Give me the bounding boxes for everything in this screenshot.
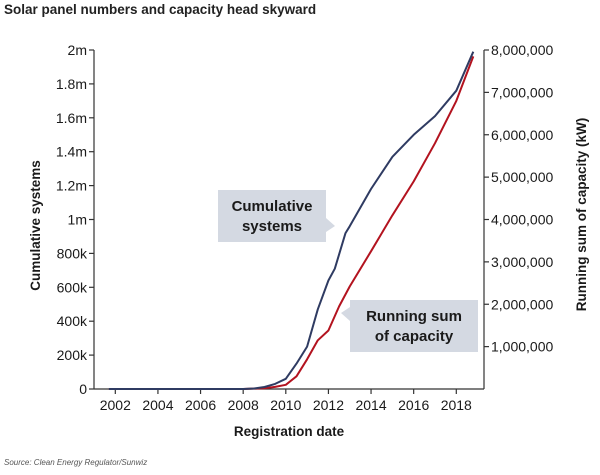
x-tick-label: 2004: [142, 397, 173, 413]
callout-cumulative-systems-text: systems: [242, 218, 302, 235]
y-left-tick-label: 1.2m: [56, 178, 87, 194]
x-tick-label: 2016: [398, 397, 429, 413]
y-right-tick-label: 7,000,000: [491, 84, 553, 100]
x-tick-label: 2010: [270, 397, 301, 413]
y-left-tick-label: 800k: [57, 245, 88, 261]
y-right-tick-label: 8,000,000: [491, 42, 553, 58]
chart-title: Solar panel numbers and capacity head sk…: [4, 2, 317, 17]
y-right-tick-label: 2,000,000: [491, 296, 553, 312]
callout-cumulative-systems-text: Cumulative: [232, 198, 313, 215]
x-tick-label: 2012: [313, 397, 344, 413]
y-right-tick-label: 5,000,000: [491, 169, 553, 185]
series-line-cumulative-systems: [108, 51, 475, 390]
y-left-tick-label: 1m: [68, 212, 87, 228]
x-tick-label: 2014: [355, 397, 386, 413]
callout-running-sum-capacity-text: Running sum: [366, 308, 462, 325]
chart-axes: 0 200k 400k 600k 800k 1m 1.2m 1.4m 1.6m 1.8m 2m 1,0…: [56, 42, 554, 413]
x-tick-label: 2018: [441, 397, 472, 413]
source-note: Source: Clean Energy Regulator/Sunwiz: [4, 458, 148, 467]
y-axis-right-title: Running sum of capacity (kW): [574, 118, 589, 312]
y-right-tick-label: 1,000,000: [491, 339, 553, 355]
callout-running-sum-capacity-text: of capacity: [375, 328, 454, 345]
callout-cumulative-systems-box: [218, 190, 335, 242]
x-tick-label: 2008: [228, 397, 259, 413]
y-left-tick-label: 0: [79, 381, 87, 397]
callout-running-sum-capacity-box: [341, 300, 478, 352]
chart-axis-titles: Registration date Cumulative systems Runni…: [28, 118, 589, 439]
y-left-tick-label: 1.4m: [56, 144, 87, 160]
callout-cumulative-systems: Cumulative systems: [218, 190, 335, 242]
y-right-tick-label: 4,000,000: [491, 212, 553, 228]
x-axis-title: Registration date: [234, 424, 345, 439]
y-axis-left-title: Cumulative systems: [28, 160, 43, 291]
y-left-tick-label: 600k: [57, 279, 88, 295]
y-left-tick-label: 400k: [57, 313, 88, 329]
y-right-tick-label: 6,000,000: [491, 127, 553, 143]
y-left-tick-label: 2m: [68, 42, 87, 58]
callout-running-sum-capacity: Running sum of capacity: [341, 300, 478, 352]
y-right-tick-label: 3,000,000: [491, 254, 553, 270]
y-left-tick-label: 200k: [57, 347, 88, 363]
chart-callouts: Cumulative systems Running sum of capacity: [218, 190, 478, 352]
chart-series: [108, 51, 475, 390]
y-left-tick-label: 1.6m: [56, 110, 87, 126]
x-tick-label: 2002: [100, 397, 131, 413]
x-tick-label: 2006: [185, 397, 216, 413]
y-left-tick-label: 1.8m: [56, 76, 87, 92]
